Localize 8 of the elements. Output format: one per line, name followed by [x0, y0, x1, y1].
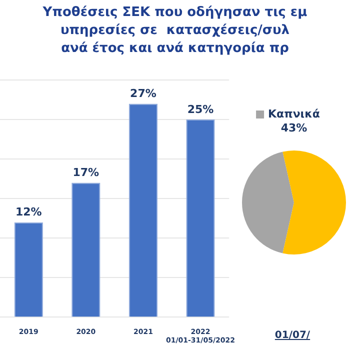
data-label: 12% — [15, 206, 42, 219]
data-label: 27% — [130, 87, 156, 100]
data-label: 25% — [187, 102, 214, 116]
data-label: 43% — [280, 121, 308, 134]
legend-label: Καπνικά — [268, 107, 320, 120]
data-label: 17% — [72, 166, 100, 180]
chart-title: Υποθέσεις ΣΕΚ που οδήγησαν τις εμ υπηρεσίες σε κατασχέσεις/συλ ανά έτος και ανά κατηγορία πρ — [42, 4, 308, 58]
text: 01/07/ — [274, 330, 312, 341]
